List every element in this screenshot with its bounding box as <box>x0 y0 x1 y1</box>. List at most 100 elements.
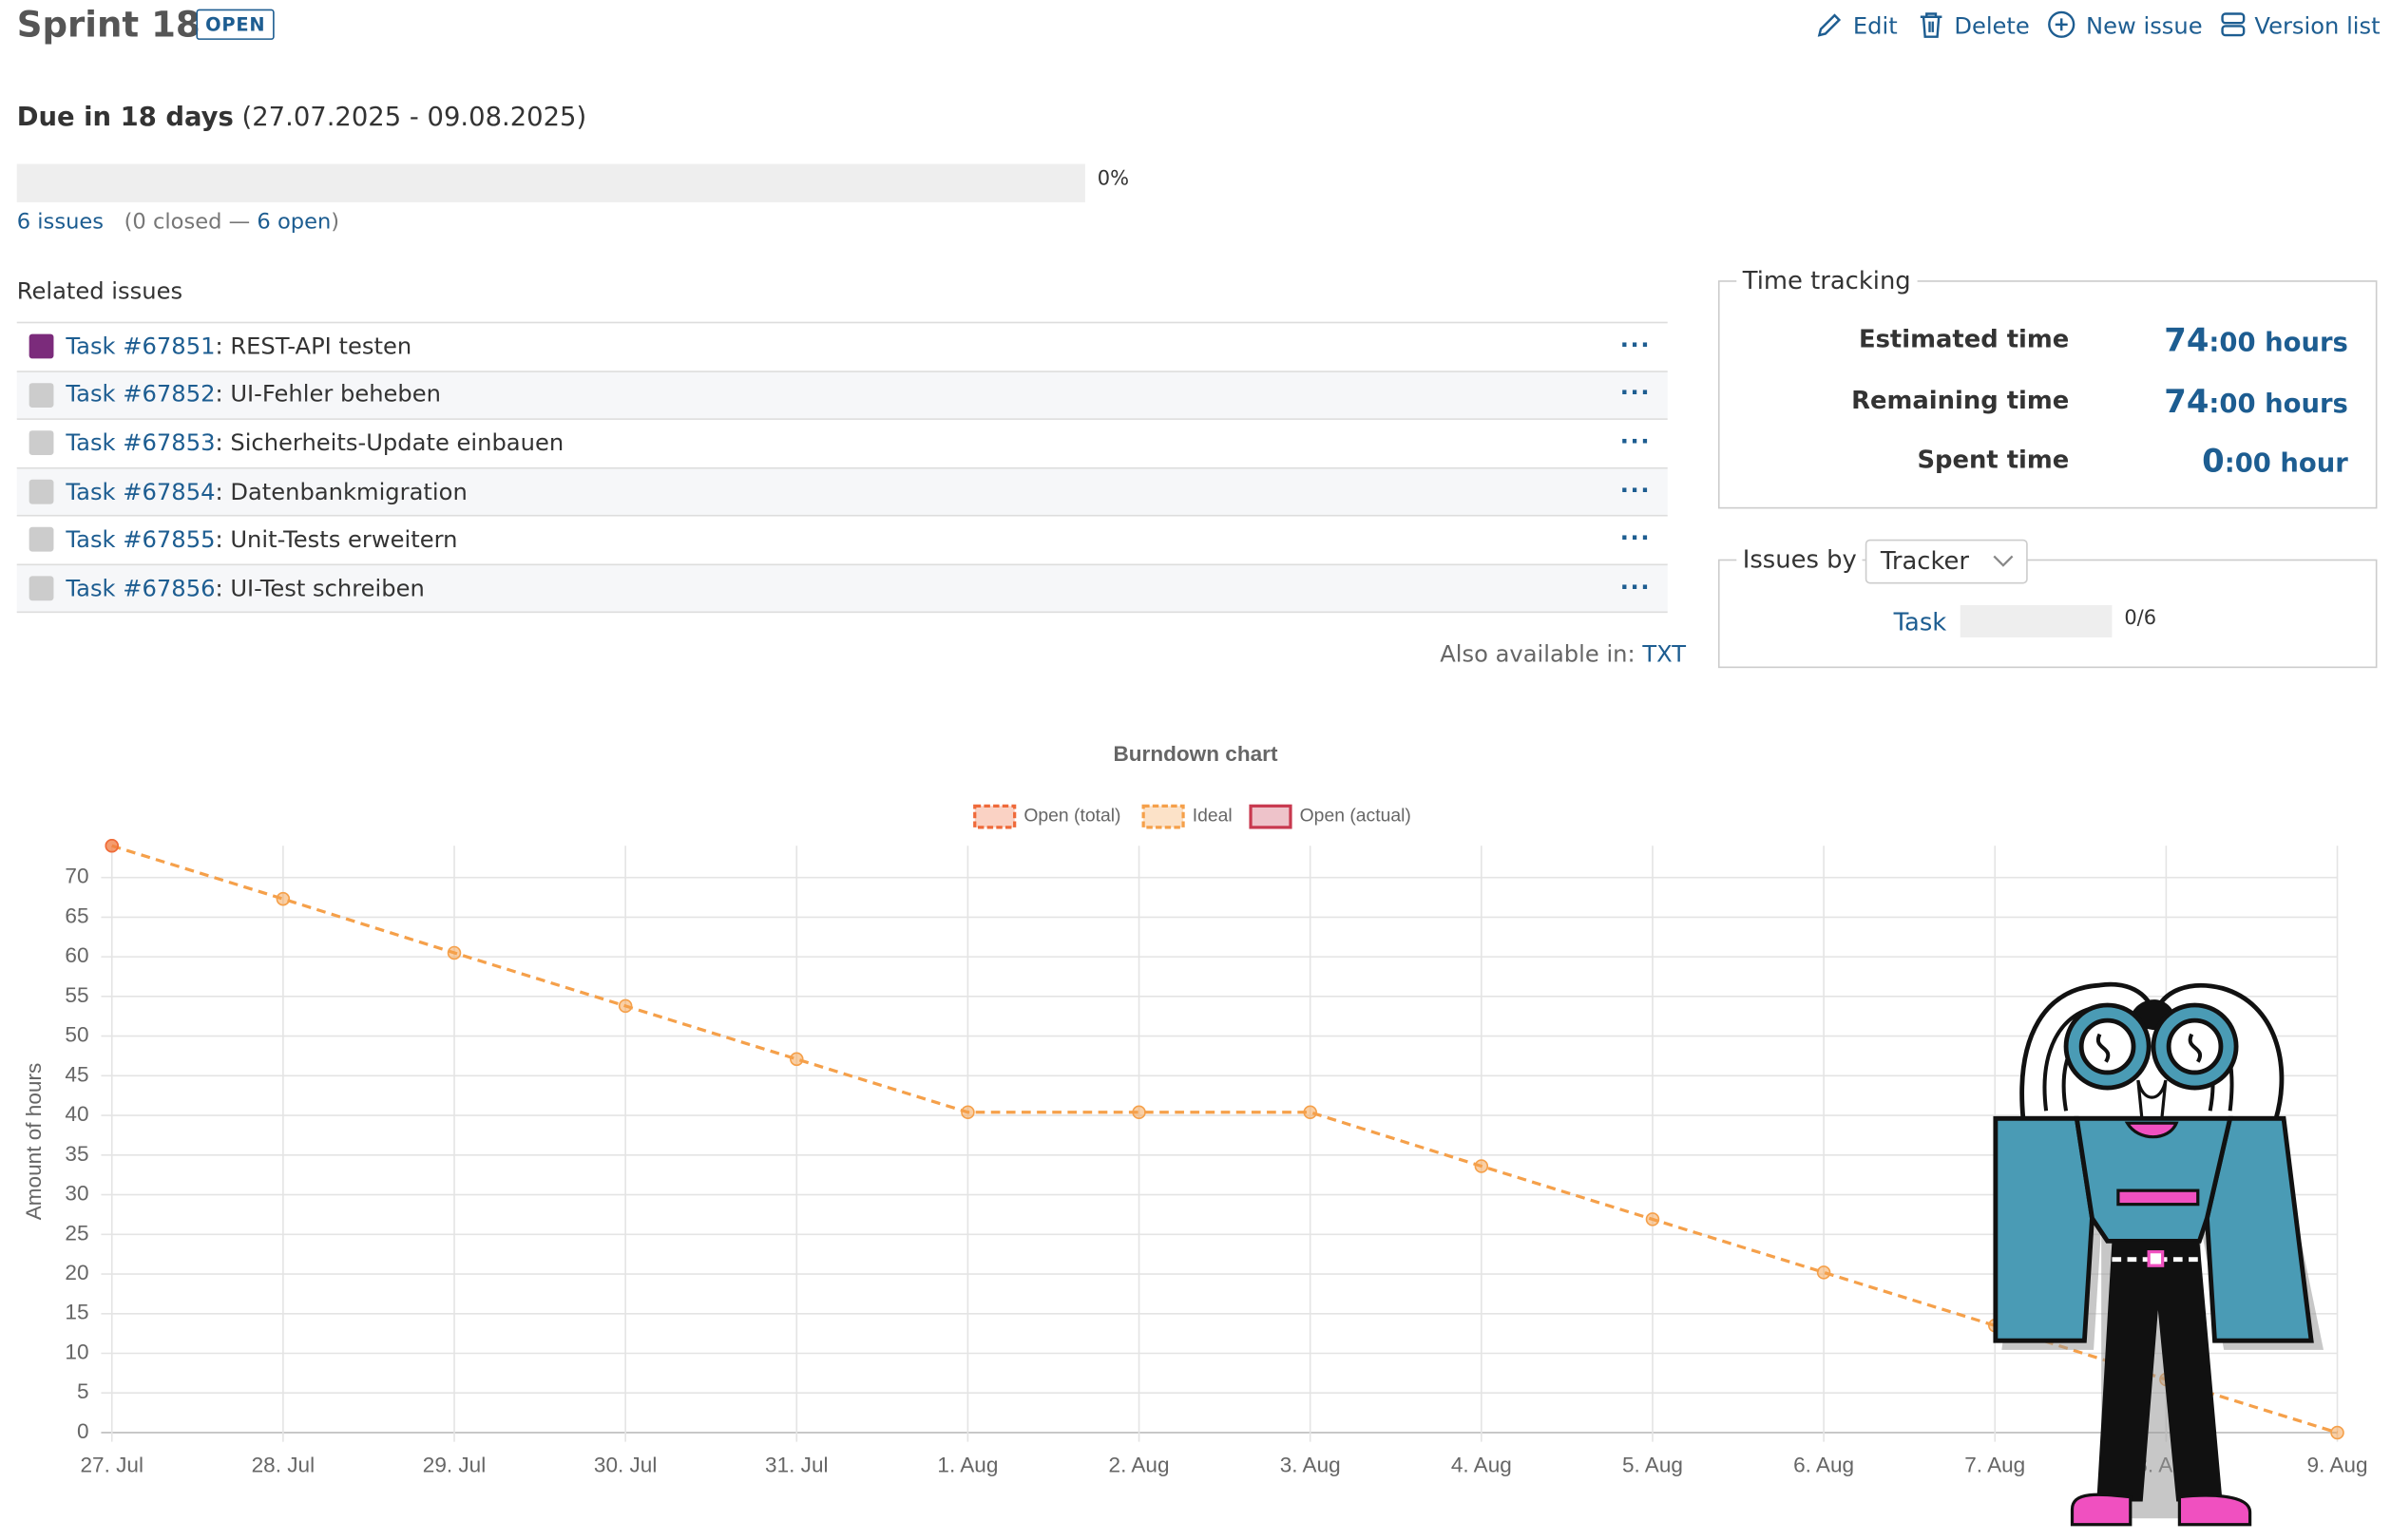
y-axis-label: Amount of hours <box>22 1063 46 1221</box>
x-tick-label: 31. Jul <box>765 1453 828 1476</box>
new-issue-link[interactable]: New issue <box>2086 11 2203 40</box>
due-range: (27.07.2025 - 09.08.2025) <box>241 103 587 134</box>
issue-row <box>16 563 1668 613</box>
progress-percent: 0% <box>1097 167 1130 191</box>
issue-row <box>16 418 1668 467</box>
issue-link[interactable]: Task #67856 <box>66 574 216 602</box>
issue-subject: : UI-Test schreiben <box>215 574 425 602</box>
issue-title: Task #67852: UI-Fehler beheben <box>66 381 441 409</box>
data-point <box>790 1052 804 1067</box>
time-rest: :00 hour <box>2224 448 2348 480</box>
time-value[interactable]: 74:00 hours <box>2164 322 2348 359</box>
y-tick-label: 25 <box>65 1221 88 1245</box>
data-point <box>961 1105 975 1119</box>
time-label: Estimated time <box>1858 324 2070 353</box>
avatar-icon <box>29 576 54 601</box>
data-point <box>276 891 291 906</box>
time-tracking-box <box>1717 280 2378 509</box>
issue-summary: 6 issues (0 closed — 6 open) <box>17 210 339 235</box>
issue-subject: : Datenbankmigration <box>215 477 468 505</box>
x-tick-label: 3. Aug <box>1280 1453 1341 1476</box>
summary-close: ) <box>331 209 340 235</box>
issue-link[interactable]: Task #67852 <box>66 380 216 409</box>
data-point <box>618 998 633 1014</box>
edit-link[interactable]: Edit <box>1852 11 1898 40</box>
issue-row <box>16 466 1668 516</box>
y-tick-label: 65 <box>65 903 88 927</box>
closed-count: (0 closed — <box>124 209 251 235</box>
avatar-icon <box>29 430 54 456</box>
open-link[interactable]: 6 open <box>257 209 332 235</box>
time-value[interactable]: 0:00 hour <box>2202 443 2348 480</box>
chart-title: Burndown chart <box>1113 742 1277 766</box>
issue-subject: : Unit-Tests erweitern <box>215 525 458 554</box>
y-tick-label: 40 <box>65 1102 88 1126</box>
avatar-icon <box>29 382 54 408</box>
tracker-select-value[interactable]: Tracker <box>1880 545 1969 576</box>
delete-link[interactable]: Delete <box>1954 11 2030 40</box>
due: Due in 18 days (27.07.2025 - 09.08.2025) <box>17 103 586 133</box>
time-rest: :00 hours <box>2209 388 2348 420</box>
data-point <box>105 839 119 853</box>
issue-link[interactable]: Task #67853 <box>66 428 216 457</box>
version-list-icon <box>2221 12 2246 37</box>
y-tick-label: 70 <box>65 865 88 888</box>
x-tick-label: 28. Jul <box>252 1453 315 1476</box>
y-tick-label: 5 <box>77 1379 89 1403</box>
progress-bar <box>16 163 1085 202</box>
y-tick-label: 0 <box>77 1419 89 1443</box>
issue-title: Task #67855: Unit-Tests erweitern <box>66 525 457 553</box>
x-tick-label: 2. Aug <box>1109 1453 1170 1476</box>
avatar-icon <box>29 333 54 359</box>
tracker-link[interactable]: Task <box>1893 607 1947 637</box>
issue-link[interactable]: Task #67851 <box>66 332 216 360</box>
export-label: Also available in: <box>1440 640 1635 669</box>
x-tick-label: 29. Jul <box>423 1453 486 1476</box>
y-tick-label: 15 <box>65 1301 88 1324</box>
time-label: Spent time <box>1917 445 2070 475</box>
x-tick-label: 9. Aug <box>2307 1453 2368 1476</box>
y-tick-label: 30 <box>65 1182 88 1206</box>
issue-subject: : Sicherheits-Update einbauen <box>215 428 564 457</box>
issue-title: Task #67854: Datenbankmigration <box>66 478 467 505</box>
legend-swatch <box>1141 804 1185 829</box>
export-txt[interactable]: TXT <box>1642 640 1687 669</box>
tracker-count: 0/6 <box>2124 607 2157 631</box>
row-menu[interactable]: ··· <box>1619 427 1652 456</box>
select-arrow <box>1993 555 2014 567</box>
issue-link[interactable]: Task #67855 <box>66 525 216 554</box>
issue-title: Task #67856: UI-Test schreiben <box>66 574 425 601</box>
avatar-icon <box>29 527 54 553</box>
export: Also available in: TXT <box>1440 640 1686 668</box>
issues-link[interactable]: 6 issues <box>16 209 105 235</box>
y-tick-label: 50 <box>65 1023 88 1047</box>
issue-title: Task #67851: REST-API testen <box>66 333 411 360</box>
issue-row <box>16 370 1668 419</box>
row-menu[interactable]: ··· <box>1619 523 1652 552</box>
issues-by-title: Issues by <box>1736 544 1864 574</box>
version-list-link[interactable]: Version list <box>2254 11 2381 40</box>
row-menu[interactable]: ··· <box>1619 378 1652 408</box>
y-tick-label: 20 <box>65 1261 88 1284</box>
delete-icon <box>1920 12 1942 38</box>
y-tick-label: 55 <box>65 983 88 1007</box>
data-point <box>1474 1159 1489 1173</box>
x-tick-label: 5. Aug <box>1622 1453 1683 1476</box>
time-value[interactable]: 74:00 hours <box>2164 382 2348 419</box>
row-menu[interactable]: ··· <box>1619 572 1652 600</box>
x-tick-label: 4. Aug <box>1451 1453 1512 1476</box>
edit-icon <box>1817 13 1842 37</box>
row-menu[interactable]: ··· <box>1619 331 1652 359</box>
time-hours: 0 <box>2202 443 2225 480</box>
time-hours: 74 <box>2164 382 2209 420</box>
data-point <box>1303 1105 1317 1119</box>
time-hours: 74 <box>2164 321 2209 359</box>
issue-link[interactable]: Task #67854 <box>66 477 216 505</box>
x-tick-label: 1. Aug <box>937 1453 998 1476</box>
row-menu[interactable]: ··· <box>1619 475 1652 504</box>
x-tick-label: 30. Jul <box>594 1453 657 1476</box>
legend-label: Open (total) <box>1023 806 1120 827</box>
issue-title: Task #67853: Sicherheits-Update einbauen <box>66 429 564 457</box>
